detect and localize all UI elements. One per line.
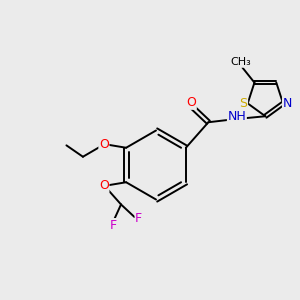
Text: O: O (186, 96, 196, 109)
Text: CH₃: CH₃ (231, 57, 251, 67)
Text: O: O (99, 138, 109, 151)
Text: S: S (239, 97, 247, 110)
Text: NH: NH (227, 110, 246, 123)
Text: F: F (110, 219, 116, 232)
Text: O: O (99, 179, 109, 192)
Text: N: N (283, 97, 292, 110)
Text: F: F (135, 212, 142, 225)
